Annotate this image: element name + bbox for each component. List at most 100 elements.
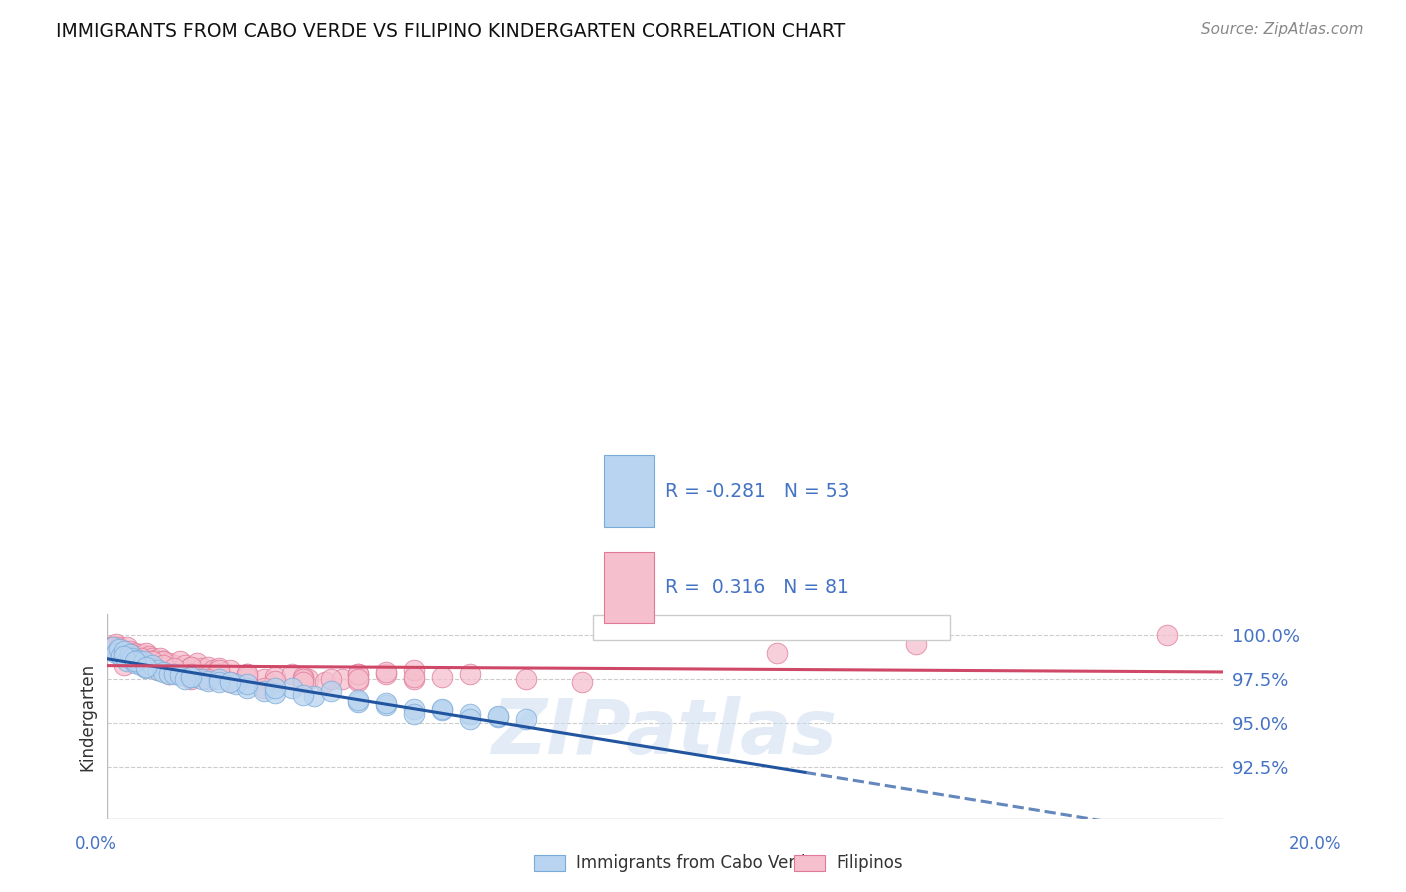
Point	[135, 659, 157, 673]
Point	[157, 666, 180, 681]
Point	[347, 666, 370, 681]
Point	[347, 666, 370, 681]
Point	[319, 684, 342, 698]
Point	[135, 659, 157, 673]
Point	[101, 639, 124, 653]
Point	[458, 666, 481, 681]
Point	[110, 649, 132, 664]
Point	[143, 653, 166, 667]
Point	[118, 644, 141, 658]
Point	[127, 653, 149, 667]
Point	[180, 659, 202, 673]
Point	[138, 649, 160, 664]
Point	[152, 657, 174, 672]
Point	[291, 675, 314, 690]
Point	[104, 637, 127, 651]
Point	[208, 663, 231, 677]
Point	[905, 637, 928, 651]
Point	[458, 712, 481, 726]
Point	[404, 702, 426, 716]
Point	[129, 648, 152, 662]
Point	[152, 655, 174, 669]
Point	[252, 684, 274, 698]
Point	[186, 657, 208, 671]
Point	[347, 672, 370, 686]
Text: ZIPatlas: ZIPatlas	[492, 696, 838, 770]
Point	[124, 655, 146, 669]
Point	[291, 688, 314, 702]
Point	[197, 672, 219, 686]
Point	[98, 642, 121, 657]
Point	[135, 661, 157, 675]
Point	[486, 708, 509, 723]
Point	[291, 672, 314, 686]
Point	[263, 673, 285, 688]
Point	[115, 640, 138, 655]
Point	[124, 646, 146, 660]
Point	[112, 657, 135, 672]
Point	[219, 663, 242, 677]
Point	[101, 640, 124, 655]
Point	[112, 646, 135, 660]
Point	[404, 672, 426, 686]
Text: 20.0%: 20.0%	[1288, 835, 1341, 853]
Point	[141, 655, 163, 669]
Point	[375, 665, 398, 679]
Point	[297, 672, 319, 686]
Point	[163, 657, 186, 672]
Point	[430, 702, 453, 716]
Point	[208, 666, 231, 681]
Point	[236, 666, 259, 681]
Point	[146, 655, 169, 669]
Point	[163, 661, 186, 675]
Point	[375, 698, 398, 713]
Point	[263, 670, 285, 684]
Point	[149, 651, 172, 665]
Point	[141, 651, 163, 665]
Point	[118, 648, 141, 662]
Point	[347, 673, 370, 688]
Point	[110, 642, 132, 657]
Point	[236, 666, 259, 681]
Point	[115, 655, 138, 669]
Point	[127, 649, 149, 664]
Point	[152, 665, 174, 679]
FancyBboxPatch shape	[593, 615, 950, 640]
Point	[146, 663, 169, 677]
Point	[146, 663, 169, 677]
Point	[135, 646, 157, 660]
Point	[330, 672, 353, 686]
Point	[124, 655, 146, 669]
Point	[174, 657, 197, 672]
Point	[132, 651, 155, 665]
Point	[157, 657, 180, 671]
Text: Source: ZipAtlas.com: Source: ZipAtlas.com	[1201, 22, 1364, 37]
Point	[280, 666, 302, 681]
Point	[486, 710, 509, 724]
Point	[766, 646, 789, 660]
Point	[404, 670, 426, 684]
Point	[263, 681, 285, 695]
FancyBboxPatch shape	[605, 456, 654, 527]
Point	[180, 670, 202, 684]
Point	[314, 675, 336, 690]
Point	[121, 651, 143, 665]
Point	[252, 672, 274, 686]
Point	[236, 670, 259, 684]
Point	[280, 681, 302, 695]
Point	[191, 661, 214, 675]
Point	[152, 655, 174, 669]
Point	[132, 655, 155, 669]
Point	[236, 681, 259, 695]
Point	[197, 673, 219, 688]
Point	[129, 651, 152, 665]
Point	[112, 644, 135, 658]
Text: Filipinos: Filipinos	[837, 855, 903, 872]
Point	[515, 712, 537, 726]
FancyBboxPatch shape	[605, 552, 654, 624]
Text: R =  0.316   N = 81: R = 0.316 N = 81	[665, 578, 849, 597]
Y-axis label: Kindergarten: Kindergarten	[79, 663, 96, 771]
Point	[208, 675, 231, 690]
Point	[1156, 628, 1178, 642]
Point	[225, 677, 247, 691]
